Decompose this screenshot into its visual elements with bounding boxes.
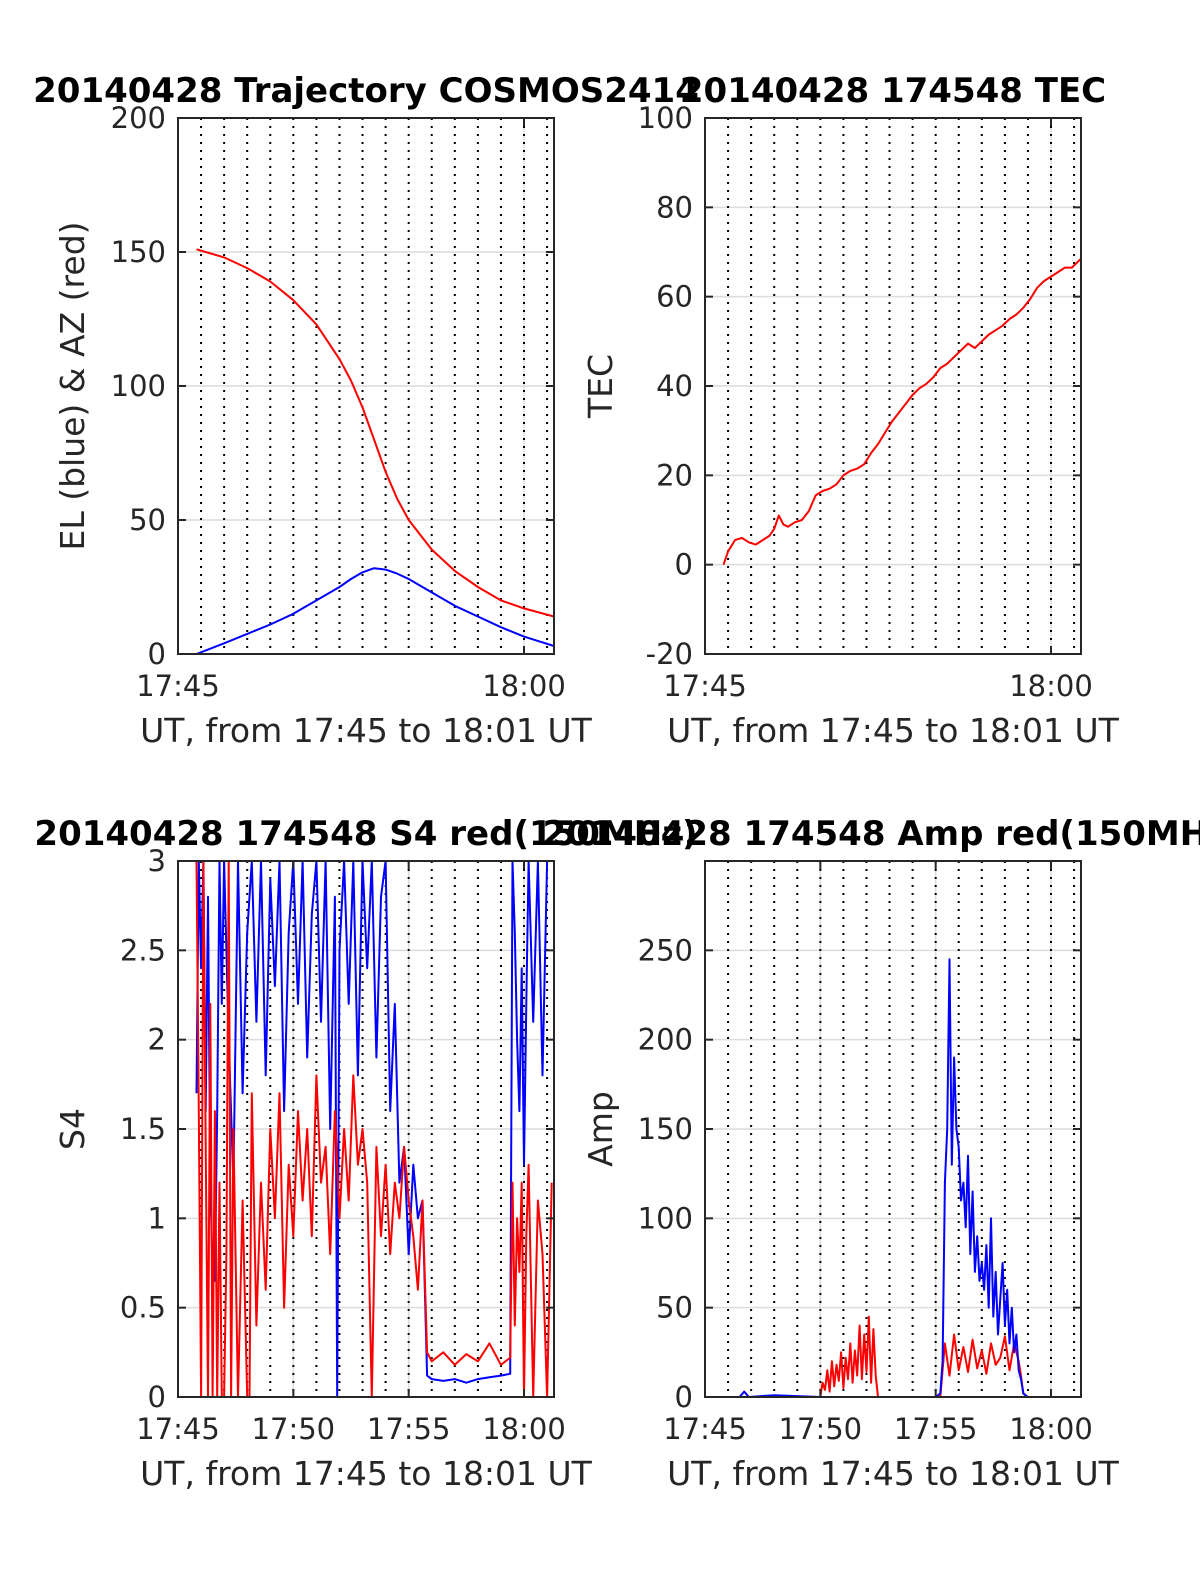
x-tick-label: 18:00	[482, 1412, 566, 1446]
y-tick-label: 0	[675, 1380, 693, 1414]
x-tick-label: 17:50	[779, 1412, 863, 1446]
y-tick-label: 1	[148, 1201, 166, 1235]
x-tick-label: 18:00	[1009, 669, 1093, 703]
panel-s4: 0 0.5 1 1.5 2 2.5 3 17:45 17:50 17:55 18:00 UT, fro…	[34, 814, 697, 1493]
x-tick-label: 17:45	[136, 669, 220, 703]
series-line-red	[195, 861, 553, 1397]
x-tick-label: 17:55	[894, 1412, 978, 1446]
y-tick-label: 0	[148, 637, 166, 671]
x-axis-label: UT, from 17:45 to 18:01 UT	[667, 711, 1120, 750]
series-line-red	[723, 1315, 1081, 1397]
y-axis-label: EL (blue) & AZ (red)	[53, 221, 92, 550]
y-tick-label: 150	[111, 235, 166, 269]
y-axis-label: S4	[53, 1108, 92, 1150]
x-axis-label: UT, from 17:45 to 18:01 UT	[140, 1454, 593, 1493]
series-line-red	[196, 248, 554, 618]
y-tick-label: 3	[148, 844, 166, 878]
x-tick-label: 17:55	[367, 1412, 451, 1446]
y-tick-label: 20	[656, 458, 693, 492]
y-tick-label: 60	[656, 280, 693, 314]
y-tick-label: 2	[148, 1023, 166, 1057]
y-tick-label: 0	[148, 1380, 166, 1414]
y-tick-label: 80	[656, 190, 693, 224]
y-tick-label: 200	[111, 101, 166, 135]
series-line-blue	[196, 567, 554, 654]
y-tick-label: 50	[656, 1291, 693, 1325]
x-axis-label: UT, from 17:45 to 18:01 UT	[140, 711, 593, 750]
y-tick-label: -20	[646, 637, 693, 671]
chart-title: 20140428 174548 Amp red(150MHz)	[542, 814, 1200, 854]
panel-amp: 0 50 100 150 200 250 17:45 17:50 17:55 18:00 UT, f…	[542, 814, 1200, 1493]
series-line-blue	[723, 958, 1081, 1397]
y-tick-label: 2.5	[120, 933, 166, 967]
y-tick-label: 0	[675, 548, 693, 582]
y-tick-label: 200	[638, 1023, 693, 1057]
x-tick-label: 17:45	[136, 1412, 220, 1446]
y-tick-label: 100	[638, 101, 693, 135]
series-line-red	[722, 257, 1081, 566]
y-tick-label: 100	[111, 369, 166, 403]
chart-title: 20140428 174548 TEC	[680, 71, 1106, 111]
x-tick-label: 17:50	[252, 1412, 336, 1446]
x-tick-label: 18:00	[1009, 1412, 1093, 1446]
y-tick-label: 250	[638, 933, 693, 967]
x-tick-label: 17:45	[663, 669, 747, 703]
chart-title: 20140428 Trajectory COSMOS2414	[33, 71, 699, 111]
y-tick-label: 40	[656, 369, 693, 403]
y-tick-label: 50	[129, 503, 166, 537]
x-tick-label: 17:45	[663, 1412, 747, 1446]
x-tick-label: 18:00	[482, 669, 566, 703]
y-tick-label: 0.5	[120, 1291, 166, 1325]
x-axis-label: UT, from 17:45 to 18:01 UT	[667, 1454, 1120, 1493]
y-axis-label: Amp	[581, 1091, 620, 1167]
chart-title: 20140428 174548 S4 red(150MHz)	[34, 814, 697, 854]
y-tick-label: 100	[638, 1201, 693, 1235]
y-axis-label: TEC	[581, 354, 620, 419]
y-tick-label: 150	[638, 1112, 693, 1146]
panel-tec: -20 0 20 40 60 80 100 17:45 18:00 UT, from 17:45 …	[581, 71, 1120, 750]
y-tick-label: 1.5	[120, 1112, 166, 1146]
